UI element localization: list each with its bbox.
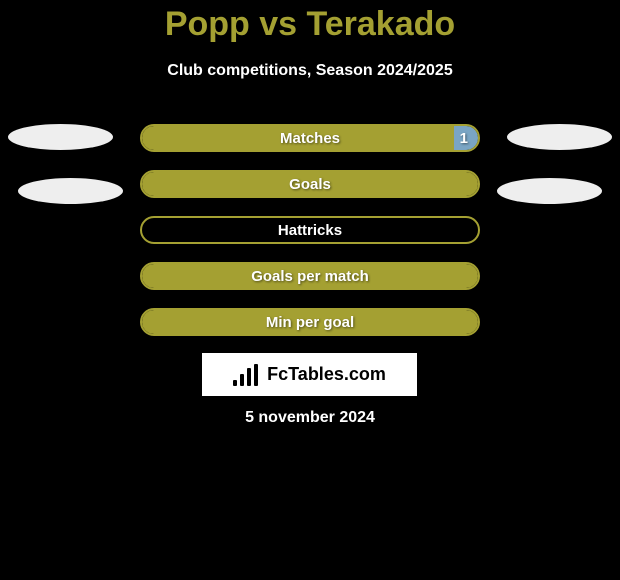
bar-fill-left xyxy=(142,126,478,150)
brand-text: FcTables.com xyxy=(267,364,386,385)
stat-bar-goals-per-match: Goals per match xyxy=(140,262,480,290)
player-left-marker-1 xyxy=(8,124,113,150)
bar-label: Hattricks xyxy=(142,218,478,242)
brand-banner: FcTables.com xyxy=(202,353,417,396)
bar-fill xyxy=(142,264,478,288)
stat-bar-min-per-goal: Min per goal xyxy=(140,308,480,336)
stat-bar-goals: Goals xyxy=(140,170,480,198)
footer-date: 5 november 2024 xyxy=(0,409,620,427)
player-right-marker-1 xyxy=(507,124,612,150)
stat-bar-matches: Matches1 xyxy=(140,124,480,152)
bar-value-right: 1 xyxy=(460,126,468,150)
bar-fill xyxy=(142,310,478,334)
bar-fill xyxy=(142,172,478,196)
player-left-marker-2 xyxy=(18,178,123,204)
comparison-infographic: Popp vs Terakado Club competitions, Seas… xyxy=(0,0,620,580)
stat-bar-hattricks: Hattricks xyxy=(140,216,480,244)
page-subtitle: Club competitions, Season 2024/2025 xyxy=(0,62,620,80)
bar-chart-icon xyxy=(233,364,261,386)
title-text: Popp vs Terakado xyxy=(165,5,455,43)
player-right-marker-2 xyxy=(497,178,602,204)
page-title: Popp vs Terakado xyxy=(0,5,620,44)
